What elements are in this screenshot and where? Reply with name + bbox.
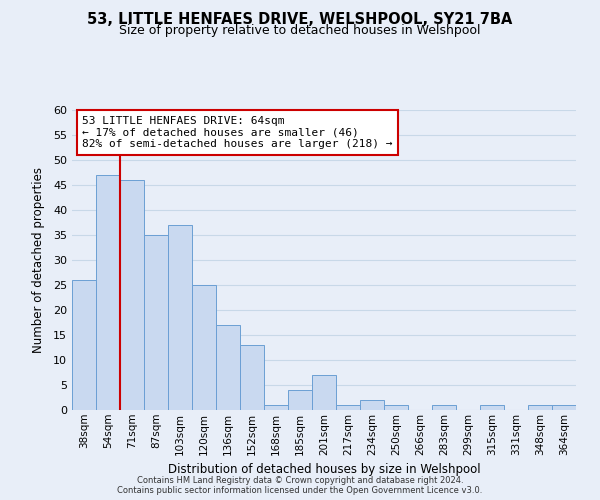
Text: Contains public sector information licensed under the Open Government Licence v3: Contains public sector information licen… — [118, 486, 482, 495]
Text: 53, LITTLE HENFAES DRIVE, WELSHPOOL, SY21 7BA: 53, LITTLE HENFAES DRIVE, WELSHPOOL, SY2… — [88, 12, 512, 28]
Text: 53 LITTLE HENFAES DRIVE: 64sqm
← 17% of detached houses are smaller (46)
82% of : 53 LITTLE HENFAES DRIVE: 64sqm ← 17% of … — [82, 116, 392, 149]
Bar — [96, 175, 120, 410]
Bar — [384, 405, 408, 410]
Bar — [240, 345, 264, 410]
Bar — [432, 405, 456, 410]
Text: Contains HM Land Registry data © Crown copyright and database right 2024.: Contains HM Land Registry data © Crown c… — [137, 476, 463, 485]
Bar — [120, 180, 144, 410]
Bar — [72, 280, 96, 410]
Text: Size of property relative to detached houses in Welshpool: Size of property relative to detached ho… — [119, 24, 481, 37]
Bar — [480, 405, 504, 410]
Bar — [216, 325, 240, 410]
Bar — [192, 285, 216, 410]
Bar — [264, 405, 288, 410]
X-axis label: Distribution of detached houses by size in Welshpool: Distribution of detached houses by size … — [167, 463, 481, 476]
Bar — [528, 405, 552, 410]
Bar — [168, 225, 192, 410]
Bar — [312, 375, 336, 410]
Bar — [360, 400, 384, 410]
Bar — [336, 405, 360, 410]
Bar — [144, 235, 168, 410]
Bar — [288, 390, 312, 410]
Bar — [552, 405, 576, 410]
Y-axis label: Number of detached properties: Number of detached properties — [32, 167, 44, 353]
